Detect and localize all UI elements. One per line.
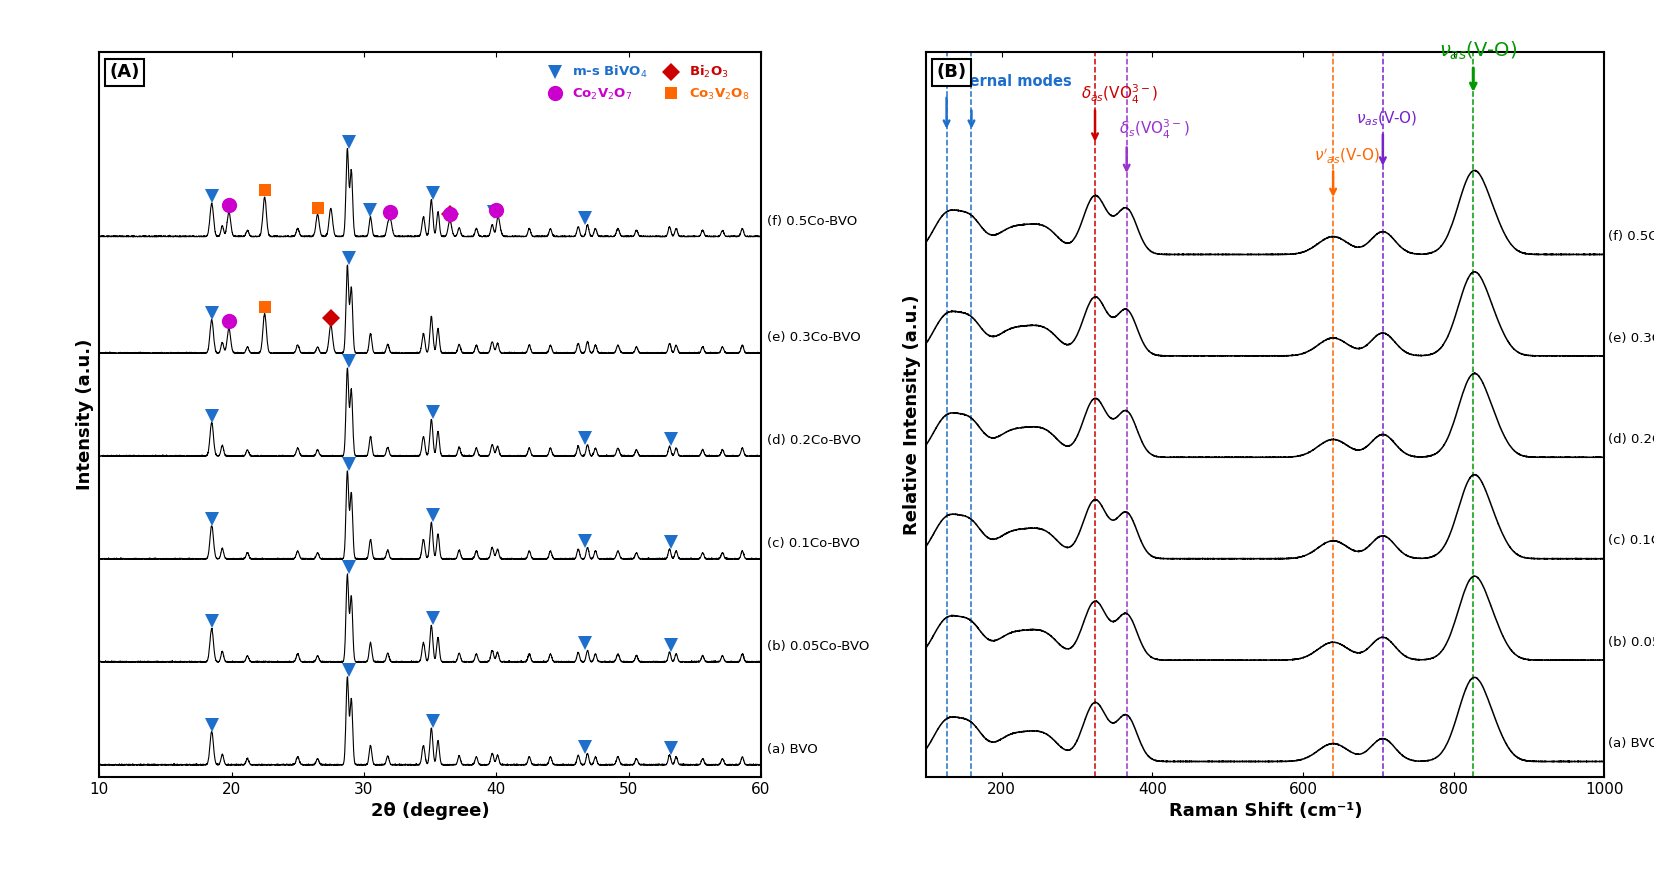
- Text: (d) 0.2Co-BVO: (d) 0.2Co-BVO: [1608, 433, 1654, 446]
- Text: (b) 0.05Co-BVO: (b) 0.05Co-BVO: [1608, 636, 1654, 649]
- Text: $\delta_{as}(\mathrm{VO_4^{3-}})$: $\delta_{as}(\mathrm{VO_4^{3-}})$: [1082, 83, 1159, 106]
- Text: (a) BVO: (a) BVO: [1608, 738, 1654, 750]
- Text: (e) 0.3Co-BVO: (e) 0.3Co-BVO: [767, 332, 862, 344]
- Text: (f) 0.5Co-BVO: (f) 0.5Co-BVO: [1608, 230, 1654, 244]
- Y-axis label: Relative Intensity (a.u.): Relative Intensity (a.u.): [903, 294, 921, 535]
- Text: (b) 0.05Co-BVO: (b) 0.05Co-BVO: [767, 640, 870, 653]
- Text: (c) 0.1Co-BVO: (c) 0.1Co-BVO: [767, 537, 860, 550]
- Text: (e) 0.3Co-BVO: (e) 0.3Co-BVO: [1608, 332, 1654, 345]
- Y-axis label: Intensity (a.u.): Intensity (a.u.): [76, 339, 94, 491]
- Text: $\delta_s(\mathrm{VO_4^{3-}})$: $\delta_s(\mathrm{VO_4^{3-}})$: [1120, 118, 1189, 141]
- Text: External modes: External modes: [943, 74, 1072, 89]
- Text: (c) 0.1Co-BVO: (c) 0.1Co-BVO: [1608, 534, 1654, 547]
- Text: $\nu'_{as}(\mathrm{V\text{-}O})$: $\nu'_{as}(\mathrm{V\text{-}O})$: [1315, 146, 1379, 165]
- X-axis label: 2θ (degree): 2θ (degree): [370, 802, 490, 821]
- Legend: m-s BiVO$_4$, Co$_2$V$_2$O$_7$, Bi$_2$O$_3$, Co$_3$V$_2$O$_8$: m-s BiVO$_4$, Co$_2$V$_2$O$_7$, Bi$_2$O$…: [536, 59, 754, 107]
- X-axis label: Raman Shift (cm⁻¹): Raman Shift (cm⁻¹): [1169, 802, 1361, 821]
- Text: $\nu_{as}(\mathrm{V\text{-}O})$: $\nu_{as}(\mathrm{V\text{-}O})$: [1439, 39, 1518, 62]
- Text: (a) BVO: (a) BVO: [767, 743, 819, 756]
- Text: (A): (A): [109, 63, 139, 81]
- Text: $\nu_{as}(\mathrm{V\text{-}O})$: $\nu_{as}(\mathrm{V\text{-}O})$: [1356, 110, 1417, 128]
- Text: (B): (B): [936, 63, 966, 81]
- Text: (f) 0.5Co-BVO: (f) 0.5Co-BVO: [767, 215, 858, 228]
- Text: (d) 0.2Co-BVO: (d) 0.2Co-BVO: [767, 434, 862, 447]
